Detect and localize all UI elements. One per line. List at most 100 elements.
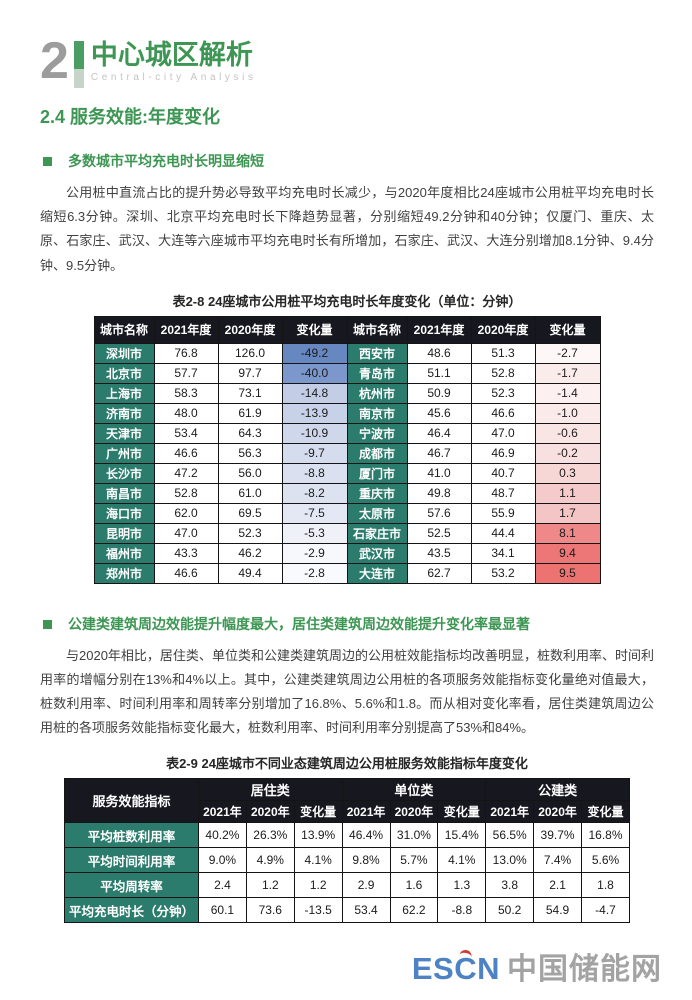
table-row: 长沙市 47.2 56.0 -8.8 厦门市 41.0 40.7 0.3 — [93, 462, 601, 484]
escn-logo: ESCN 中国储能网 — [412, 944, 662, 988]
chapter-header: 2 中心城区解析 Central-city Analysis — [40, 35, 654, 88]
value-2020-cell: 97.7 — [217, 362, 283, 384]
column-header: 变化量 — [581, 800, 630, 824]
value-cell: 73.6 — [245, 897, 295, 924]
chapter-accent-bar — [73, 41, 84, 88]
escn-logo-text: ESCN — [411, 949, 500, 986]
table-row: 海口市 62.0 69.5 -7.5 太原市 57.6 55.9 1.7 — [93, 502, 601, 524]
city-name-cell: 天津市 — [93, 422, 155, 444]
table-row: 福州市 43.3 46.2 -2.9 武汉市 43.5 34.1 9.4 — [93, 542, 601, 564]
value-2020-cell: 34.1 — [470, 542, 536, 564]
corner-header: 服务效能指标 — [64, 778, 199, 824]
value-2020-cell: 48.7 — [470, 482, 536, 504]
column-header: 变化量 — [293, 800, 343, 824]
value-cell: 9.8% — [341, 847, 391, 874]
table1-title: 表2-8 24座城市公用桩平均充电时长年度变化（单位：分钟） — [172, 293, 522, 309]
value-cell: 53.4 — [341, 897, 391, 924]
table-row: 平均时间利用率 9.0% 4.9% 4.1% 9.8% 5.7% 4.1% 13.0% 7.4%… — [64, 847, 630, 874]
city-name-cell: 福州市 — [93, 542, 155, 564]
chapter-subtitle: Central-city Analysis — [90, 72, 257, 84]
group-header: 单位类 — [341, 778, 487, 802]
city-name-cell: 大连市 — [346, 562, 408, 584]
city-name-cell: 济南市 — [93, 402, 155, 424]
value-2021-cell: 58.3 — [153, 382, 219, 404]
delta-cell: 0.3 — [534, 462, 601, 484]
delta-cell: -5.3 — [281, 522, 348, 544]
city-name-cell: 深圳市 — [93, 342, 155, 364]
city-name-cell: 重庆市 — [346, 482, 408, 504]
value-cell: 2.1 — [533, 872, 582, 899]
value-2021-cell: 62.7 — [406, 562, 472, 584]
delta-cell: -10.9 — [281, 422, 348, 444]
value-2020-cell: 64.3 — [217, 422, 283, 444]
city-name-cell: 郑州市 — [93, 562, 155, 584]
value-2020-cell: 73.1 — [217, 382, 283, 404]
city-name-cell: 青岛市 — [346, 362, 408, 384]
value-2020-cell: 44.4 — [470, 522, 536, 544]
delta-cell: -14.8 — [281, 382, 348, 404]
column-header: 城市名称 — [93, 315, 155, 344]
value-cell: 40.2% — [198, 822, 247, 849]
delta-cell: 9.5 — [534, 562, 601, 584]
delta-cell: 1.1 — [534, 482, 601, 504]
delta-cell: -13.9 — [281, 402, 348, 424]
value-cell: 15.4% — [437, 822, 487, 849]
column-header: 2021年 — [485, 800, 535, 824]
value-cell: 16.8% — [581, 822, 630, 849]
value-cell: 1.2 — [245, 872, 295, 899]
delta-cell: -8.2 — [281, 482, 348, 504]
delta-cell: -0.6 — [534, 422, 601, 444]
chapter-titles: 中心城区解析 Central-city Analysis — [90, 38, 257, 84]
indicator-label-cell: 平均周转率 — [64, 872, 199, 899]
city-name-cell: 上海市 — [93, 382, 155, 404]
city-name-cell: 北京市 — [93, 362, 155, 384]
value-2020-cell: 55.9 — [470, 502, 536, 524]
value-cell: 2.4 — [198, 872, 247, 899]
city-name-cell: 南昌市 — [93, 482, 155, 504]
logo-red-accent-icon — [459, 949, 473, 957]
value-2020-cell: 61.0 — [217, 482, 283, 504]
table-row: 平均桩数利用率 40.2% 26.3% 13.9% 46.4% 31.0% 15.4% 56.… — [64, 822, 630, 849]
city-name-cell: 长沙市 — [93, 462, 155, 484]
value-cell: 4.1% — [293, 847, 343, 874]
delta-cell: -0.2 — [534, 442, 601, 464]
column-header: 2021年 — [341, 800, 391, 824]
value-cell: 62.2 — [389, 897, 439, 924]
value-2020-cell: 69.5 — [217, 502, 283, 524]
city-name-cell: 海口市 — [93, 502, 155, 524]
value-2021-cell: 46.4 — [406, 422, 472, 444]
table-row: 平均充电时长（分钟） 60.1 73.6 -13.5 53.4 62.2 -8.8 50.2 5… — [64, 897, 630, 924]
table-row: 昆明市 47.0 52.3 -5.3 石家庄市 52.5 44.4 8.1 — [93, 522, 601, 544]
table1-header-row: 城市名称 2021年度 2020年度 变化量 城市名称 2021年度 2020年度 变化量 — [93, 315, 601, 344]
paragraph-1: 公用桩中直流占比的提升势必导致平均充电时长减少，与2020年度相比24座城市公用… — [40, 185, 654, 273]
value-cell: 5.6% — [581, 847, 630, 874]
value-cell: 60.1 — [198, 897, 247, 924]
column-header: 2020年 — [245, 800, 295, 824]
delta-cell: -2.8 — [281, 562, 348, 584]
value-2021-cell: 52.8 — [153, 482, 219, 504]
value-2020-cell: 47.0 — [470, 422, 536, 444]
value-2021-cell: 48.6 — [406, 342, 472, 364]
value-2021-cell: 43.3 — [153, 542, 219, 564]
city-name-cell: 武汉市 — [346, 542, 408, 564]
delta-cell: -1.0 — [534, 402, 601, 424]
value-2020-cell: 56.3 — [217, 442, 283, 464]
delta-cell: -7.5 — [281, 502, 348, 524]
value-2021-cell: 57.7 — [153, 362, 219, 384]
value-2020-cell: 126.0 — [217, 342, 283, 364]
table-row: 上海市 58.3 73.1 -14.8 杭州市 50.9 52.3 -1.4 — [93, 382, 601, 404]
city-name-cell: 宁波市 — [346, 422, 408, 444]
value-2020-cell: 53.2 — [470, 562, 536, 584]
value-cell: 2.9 — [341, 872, 391, 899]
column-header: 2020年度 — [217, 315, 283, 344]
value-cell: 50.2 — [485, 897, 535, 924]
bullet-heading-1: 多数城市平均充电时长明显缩短 — [40, 151, 654, 171]
value-cell: 5.7% — [389, 847, 439, 874]
value-2021-cell: 76.8 — [153, 342, 219, 364]
column-header: 2021年 — [198, 800, 247, 824]
column-header: 2020年度 — [470, 315, 536, 344]
column-header: 变化量 — [281, 315, 348, 344]
value-2020-cell: 52.3 — [217, 522, 283, 544]
city-name-cell: 西安市 — [346, 342, 408, 364]
